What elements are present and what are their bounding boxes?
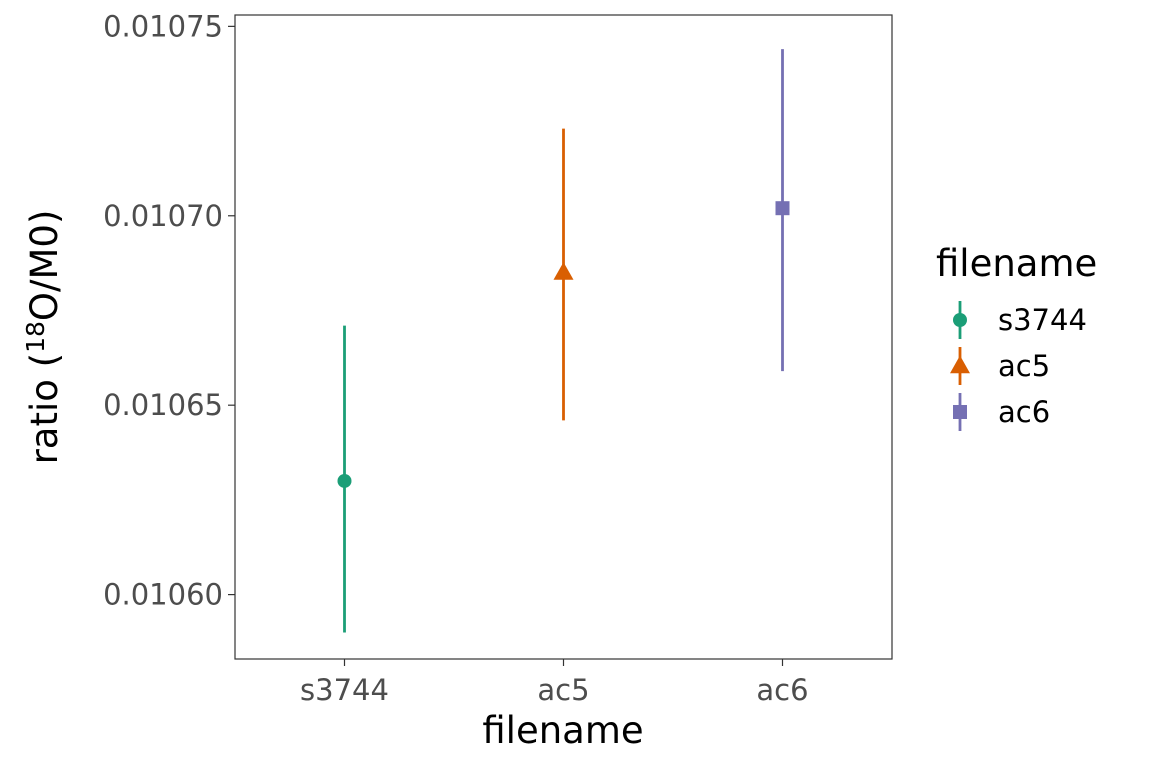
y-axis: 0.01060 0.01065 0.01070 0.01075 xyxy=(103,9,235,612)
legend: filename s3744 ac5 ac6 xyxy=(936,242,1097,431)
data-point xyxy=(553,262,574,280)
x-tick-label: ac5 xyxy=(537,673,589,707)
x-axis: s3744 ac5 ac6 xyxy=(300,659,809,707)
y-tick-label: 0.01070 xyxy=(103,199,223,233)
y-tick-label: 0.01075 xyxy=(103,9,223,43)
legend-label: s3744 xyxy=(998,303,1087,337)
data-marks xyxy=(337,49,790,633)
data-point xyxy=(775,201,790,216)
y-axis-title-suffix: O/M0) xyxy=(23,210,66,322)
y-axis-title: ratio (18O/M0) xyxy=(21,210,66,465)
legend-title: filename xyxy=(936,242,1097,285)
x-tick-label: ac6 xyxy=(756,673,808,707)
legend-label: ac5 xyxy=(998,349,1050,383)
x-axis-title: filename xyxy=(482,709,643,752)
legend-key-symbol xyxy=(953,313,967,327)
x-tick-label: s3744 xyxy=(300,673,389,707)
legend-key-symbol xyxy=(953,405,967,419)
legend-label: ac6 xyxy=(998,395,1050,429)
y-tick-label: 0.01060 xyxy=(103,578,223,612)
y-tick-label: 0.01065 xyxy=(103,388,223,422)
y-axis-title-superscript: 18 xyxy=(21,321,50,353)
y-axis-title-prefix: ratio ( xyxy=(23,353,66,465)
data-point xyxy=(337,473,352,488)
legend-key-symbol xyxy=(950,355,970,374)
